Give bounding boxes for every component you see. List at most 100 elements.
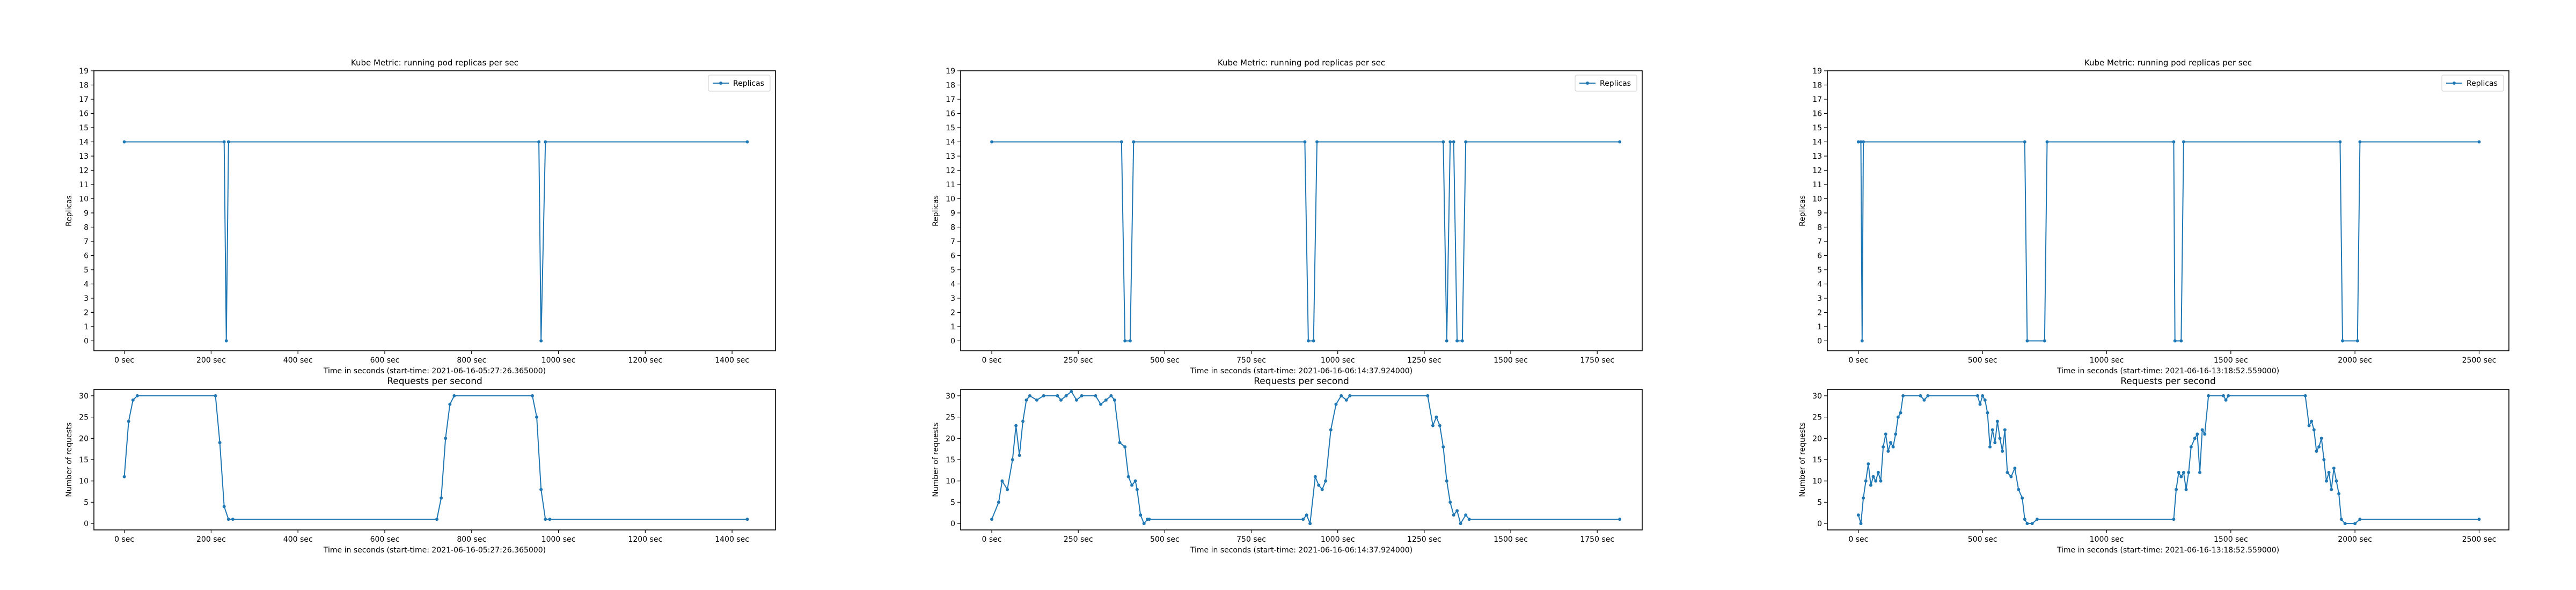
data-point xyxy=(226,518,230,521)
data-point xyxy=(1142,522,1146,526)
data-point xyxy=(2182,470,2185,474)
data-point xyxy=(218,441,222,445)
data-point xyxy=(1042,394,1045,397)
data-point xyxy=(448,402,452,406)
y-tick-label: 10 xyxy=(79,195,89,203)
data-point xyxy=(2184,488,2188,491)
y-tick-label: 2 xyxy=(1817,308,1822,317)
data-point xyxy=(122,475,126,478)
x-axis-label: Time in seconds (start-time: 2021-06-16-… xyxy=(323,546,546,555)
data-point xyxy=(2339,518,2343,521)
data-point xyxy=(1856,513,1860,517)
y-tick-label: 15 xyxy=(1812,456,1822,464)
data-point xyxy=(745,140,749,144)
y-tick-label: 15 xyxy=(946,456,955,464)
x-tick-label: 600 sec xyxy=(370,535,400,544)
data-point xyxy=(1445,479,1448,483)
chart-6: Requests per second 0 sec 500 sec 1000 sec 1… xyxy=(1798,376,2509,555)
y-tick-label: 17 xyxy=(79,95,89,104)
data-point xyxy=(2227,394,2230,397)
x-tick-label: 1000 sec xyxy=(2090,535,2124,544)
data-point xyxy=(1919,394,1922,397)
data-point xyxy=(1455,339,1459,343)
data-point xyxy=(1464,513,1468,517)
data-point xyxy=(435,518,439,521)
series-line xyxy=(124,141,748,341)
legend-marker xyxy=(1586,82,1589,85)
data-point xyxy=(2025,339,2029,343)
y-tick-label: 17 xyxy=(1812,95,1822,104)
data-point xyxy=(2353,522,2357,526)
x-tick-label: 1500 sec xyxy=(2214,356,2248,365)
x-axis-label: Time in seconds (start-time: 2021-06-16-… xyxy=(1190,367,1413,375)
data-point xyxy=(135,394,139,397)
chart-title: Kube Metric: running pod replicas per se… xyxy=(351,58,518,68)
data-point xyxy=(1104,398,1108,402)
y-tick-label: 12 xyxy=(1812,166,1822,175)
data-point xyxy=(2207,394,2211,397)
y-tick-label: 3 xyxy=(1817,294,1822,303)
data-point xyxy=(1879,479,1883,483)
y-tick-label: 20 xyxy=(79,434,89,443)
y-tick-label: 3 xyxy=(950,294,955,303)
x-tick-label: 800 sec xyxy=(457,356,486,365)
data-point xyxy=(1303,140,1307,144)
y-tick-label: 0 xyxy=(1817,520,1822,528)
data-point xyxy=(222,140,226,144)
data-point xyxy=(2023,140,2026,144)
x-axis-label: Time in seconds (start-time: 2021-06-16-… xyxy=(1190,546,1413,555)
chart-title: Requests per second xyxy=(2120,376,2216,387)
data-point xyxy=(122,140,126,144)
data-point xyxy=(2341,339,2345,343)
data-point xyxy=(2327,470,2331,474)
data-point xyxy=(2317,445,2321,449)
y-tick-label: 5 xyxy=(84,498,89,507)
y-tick-label: 9 xyxy=(1817,209,1822,218)
data-point xyxy=(452,394,456,397)
x-tick-label: 400 sec xyxy=(283,356,313,365)
data-point xyxy=(1324,479,1328,483)
data-point xyxy=(1874,479,1878,483)
x-tick-label: 1500 sec xyxy=(1494,535,1528,544)
y-tick-label: 8 xyxy=(1817,223,1822,232)
series-line xyxy=(1857,394,2479,525)
y-tick-label: 18 xyxy=(79,81,89,90)
data-point xyxy=(2312,428,2316,432)
data-point xyxy=(2330,488,2333,491)
y-tick-label: 10 xyxy=(79,477,89,486)
y-axis-label: Replicas xyxy=(932,195,940,226)
y-tick-label: 30 xyxy=(1812,392,1822,401)
y-tick-label: 30 xyxy=(946,392,955,401)
data-point xyxy=(1074,398,1078,402)
data-point xyxy=(2337,492,2341,496)
data-point xyxy=(1618,140,1622,144)
y-tick-label: 16 xyxy=(1812,109,1822,118)
data-point xyxy=(1059,398,1063,402)
y-tick-label: 5 xyxy=(1817,498,1822,507)
x-tick-label: 600 sec xyxy=(370,356,400,365)
data-point xyxy=(444,437,448,440)
data-point xyxy=(2198,470,2201,474)
y-tick-label: 14 xyxy=(79,138,89,146)
y-tick-label: 25 xyxy=(1812,414,1822,422)
data-point xyxy=(2025,522,2029,526)
y-tick-label: 10 xyxy=(946,477,955,486)
data-point xyxy=(1978,402,1982,406)
data-point xyxy=(997,500,1000,504)
legend-box xyxy=(1575,75,1637,92)
y-tick-label: 11 xyxy=(946,181,955,189)
data-point xyxy=(2343,522,2347,526)
data-point xyxy=(214,394,217,397)
data-point xyxy=(1344,398,1348,402)
y-tick-label: 10 xyxy=(1812,195,1822,203)
data-point xyxy=(1871,475,1875,478)
legend-label: Replicas xyxy=(733,79,764,88)
data-point xyxy=(2045,140,2049,144)
data-point xyxy=(1305,513,1308,517)
data-point xyxy=(222,505,226,508)
data-point xyxy=(2322,458,2326,461)
legend: Replicas xyxy=(1575,75,1637,92)
data-point xyxy=(2179,475,2183,478)
x-tick-label: 1750 sec xyxy=(1580,356,1614,365)
y-tick-label: 25 xyxy=(946,414,955,422)
